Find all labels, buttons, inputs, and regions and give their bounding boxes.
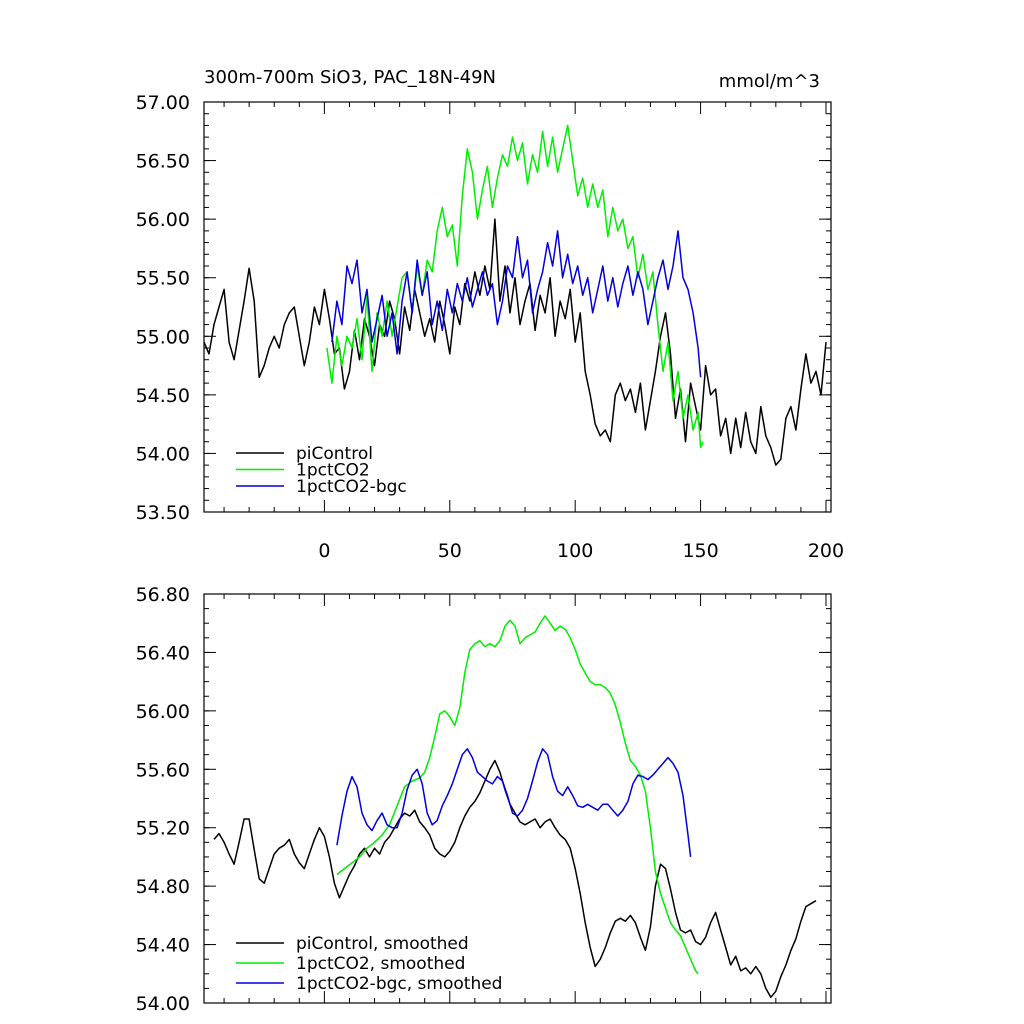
bottom-panel: 54.00 54.40 54.80 55.20 55.60 56.00 56.40 56.80… <box>136 584 832 1015</box>
x-tick-label: 50 <box>438 540 462 562</box>
x-tick-label: 200 <box>808 540 844 562</box>
y-tick-label: 56.40 <box>136 642 190 664</box>
y-tick-label: 56.00 <box>136 209 190 231</box>
legend-label: 1pctCO2 <box>296 461 370 481</box>
legend-label: 1pctCO2-bgc <box>296 477 407 497</box>
legend-label: 1pctCO2-bgc, smoothed <box>296 974 502 994</box>
x-tick-label: 0 <box>318 540 330 562</box>
y-tick-label: 53.50 <box>136 502 190 524</box>
series-line-1pctco2-bgc-smoothed <box>336 748 692 857</box>
x-tick-label: 150 <box>682 540 718 562</box>
y-tick-label: 56.50 <box>136 151 190 173</box>
series-line-1pctco2-bgc <box>331 230 702 378</box>
series-line-1pctco2-smoothed <box>336 615 699 975</box>
y-tick-label: 57.00 <box>136 92 190 114</box>
y-tick-label: 55.50 <box>136 268 190 290</box>
plot-frame <box>203 101 832 513</box>
legend-label: 1pctCO2, smoothed <box>296 954 465 974</box>
top-panel: 0 50 100 150 200 53.50 54.00 54.50 55.00 55.50 56.… <box>136 92 845 562</box>
y-tick-label: 55.20 <box>136 818 190 840</box>
series-line-picontrol-smoothed <box>213 759 817 998</box>
legend-label: piControl, smoothed <box>296 934 469 954</box>
series-line-picontrol <box>203 218 827 466</box>
y-tick-label: 56.00 <box>136 701 190 723</box>
y-tick-label: 56.80 <box>136 584 190 606</box>
y-tick-label: 54.00 <box>136 443 190 465</box>
y-tick-label: 54.80 <box>136 876 190 898</box>
y-tick-label: 55.00 <box>136 326 190 348</box>
chart-title: 300m-700m SiO3, PAC_18N-49N <box>204 67 496 88</box>
units-label: mmol/m^3 <box>719 71 820 92</box>
x-tick-label: 100 <box>557 540 593 562</box>
y-tick-label: 54.50 <box>136 385 190 407</box>
legend-label: piControl <box>296 444 373 464</box>
y-tick-label: 54.40 <box>136 935 190 957</box>
series-line-1pctco2 <box>326 124 704 449</box>
y-tick-label: 55.60 <box>136 759 190 781</box>
y-tick-label: 54.00 <box>136 993 190 1015</box>
